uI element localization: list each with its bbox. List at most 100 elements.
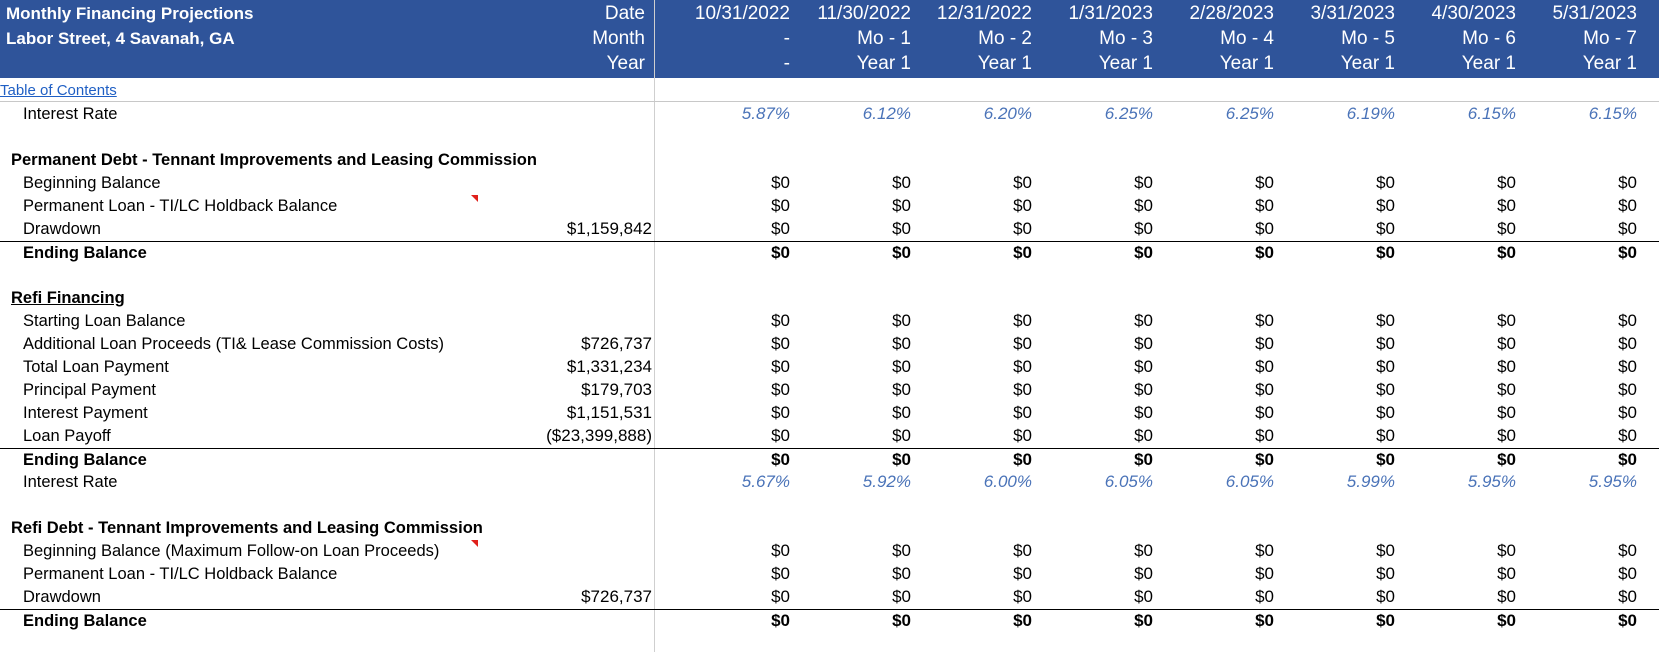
header-date-cell[interactable]: 11/30/2022 xyxy=(817,3,911,24)
table-cell[interactable]: $0 xyxy=(1134,380,1153,399)
table-cell[interactable]: $0 xyxy=(1376,611,1395,630)
table-cell[interactable]: $0 xyxy=(1013,357,1032,376)
row-label[interactable]: Drawdown xyxy=(23,220,101,238)
table-cell[interactable]: $0 xyxy=(1255,564,1274,583)
table-cell[interactable]: $0 xyxy=(1618,450,1637,469)
table-cell[interactable]: $0 xyxy=(1134,334,1153,353)
row-label[interactable]: Principal Payment xyxy=(23,381,156,399)
header-date-cell[interactable]: 3/31/2023 xyxy=(1310,3,1395,24)
table-cell[interactable]: $0 xyxy=(1013,219,1032,238)
table-cell[interactable]: 6.00% xyxy=(983,472,1032,491)
header-month-cell[interactable]: Mo - 4 xyxy=(1220,28,1274,49)
table-cell[interactable]: $0 xyxy=(1497,380,1516,399)
table-cell[interactable]: $0 xyxy=(771,219,790,238)
table-cell[interactable]: $0 xyxy=(1376,380,1395,399)
row-label[interactable]: Starting Loan Balance xyxy=(23,312,186,330)
table-cell[interactable]: $0 xyxy=(1255,334,1274,353)
header-date-cell[interactable]: 12/31/2022 xyxy=(936,3,1032,24)
table-cell[interactable]: $0 xyxy=(1497,243,1516,262)
header-date-cell[interactable]: 4/30/2023 xyxy=(1431,3,1516,24)
table-cell[interactable]: $0 xyxy=(1497,426,1516,445)
table-cell[interactable]: $0 xyxy=(1376,334,1395,353)
header-year-cell[interactable]: Year 1 xyxy=(1461,53,1516,74)
table-cell[interactable]: 5.92% xyxy=(862,472,911,491)
table-cell[interactable]: $0 xyxy=(1618,564,1637,583)
table-cell[interactable]: $0 xyxy=(1376,564,1395,583)
table-cell[interactable]: $0 xyxy=(771,426,790,445)
header-month-cell[interactable]: Mo - 7 xyxy=(1583,28,1637,49)
comment-indicator-icon[interactable] xyxy=(471,540,478,547)
table-cell[interactable]: $0 xyxy=(1013,196,1032,215)
table-cell[interactable]: $0 xyxy=(1497,334,1516,353)
table-cell[interactable]: $0 xyxy=(892,173,911,192)
header-year-cell[interactable]: Year 1 xyxy=(856,53,911,74)
table-cell[interactable]: $0 xyxy=(1013,403,1032,422)
table-cell[interactable]: $0 xyxy=(1134,587,1153,606)
row-total[interactable]: $1,151,531 xyxy=(566,403,652,422)
table-cell[interactable]: $0 xyxy=(1376,357,1395,376)
header-month-cell[interactable]: Mo - 6 xyxy=(1462,28,1516,49)
table-cell[interactable]: $0 xyxy=(771,564,790,583)
table-cell[interactable]: $0 xyxy=(1134,611,1153,630)
table-cell[interactable]: 5.95% xyxy=(1467,472,1516,491)
header-year-cell[interactable]: Year 1 xyxy=(1340,53,1395,74)
table-cell[interactable]: $0 xyxy=(1134,243,1153,262)
table-cell[interactable]: $0 xyxy=(892,243,911,262)
table-cell[interactable]: $0 xyxy=(1013,541,1032,560)
table-cell[interactable]: $0 xyxy=(892,219,911,238)
row-total[interactable]: ($23,399,888) xyxy=(546,426,652,445)
table-cell[interactable]: $0 xyxy=(1376,403,1395,422)
table-cell[interactable]: $0 xyxy=(771,311,790,330)
table-cell[interactable]: $0 xyxy=(771,587,790,606)
row-label[interactable]: Beginning Balance xyxy=(23,174,161,192)
table-cell[interactable]: $0 xyxy=(771,357,790,376)
table-cell[interactable]: $0 xyxy=(1618,219,1637,238)
table-cell[interactable]: $0 xyxy=(1618,587,1637,606)
table-cell[interactable]: $0 xyxy=(1497,173,1516,192)
table-cell[interactable]: $0 xyxy=(892,564,911,583)
header-date-cell[interactable]: 2/28/2023 xyxy=(1189,3,1274,24)
table-cell[interactable]: 6.15% xyxy=(1588,104,1637,123)
row-total[interactable]: $726,737 xyxy=(581,587,652,606)
table-cell[interactable]: $0 xyxy=(892,426,911,445)
table-cell[interactable]: $0 xyxy=(1013,380,1032,399)
table-cell[interactable]: $0 xyxy=(1376,243,1395,262)
table-cell[interactable]: $0 xyxy=(1255,541,1274,560)
table-cell[interactable]: $0 xyxy=(1497,587,1516,606)
row-total[interactable]: $726,737 xyxy=(581,334,652,353)
table-cell[interactable]: 6.25% xyxy=(1225,104,1274,123)
header-year-cell[interactable]: Year 1 xyxy=(977,53,1032,74)
table-cell[interactable]: $0 xyxy=(1376,426,1395,445)
table-cell[interactable]: $0 xyxy=(1134,173,1153,192)
row-label[interactable]: Drawdown xyxy=(23,588,101,606)
table-cell[interactable]: $0 xyxy=(1497,357,1516,376)
header-month-cell[interactable]: Mo - 5 xyxy=(1341,28,1395,49)
table-cell[interactable]: $0 xyxy=(1255,243,1274,262)
table-cell[interactable]: $0 xyxy=(771,380,790,399)
table-cell[interactable]: $0 xyxy=(1376,450,1395,469)
table-cell[interactable]: $0 xyxy=(771,611,790,630)
table-cell[interactable]: $0 xyxy=(771,541,790,560)
table-cell[interactable]: $0 xyxy=(1255,426,1274,445)
row-label[interactable]: Total Loan Payment xyxy=(23,358,169,376)
row-label[interactable]: Permanent Loan - TI/LC Holdback Balance xyxy=(23,197,338,215)
table-cell[interactable]: $0 xyxy=(1134,564,1153,583)
table-cell[interactable]: $0 xyxy=(771,334,790,353)
table-cell[interactable]: $0 xyxy=(1376,219,1395,238)
table-cell[interactable]: $0 xyxy=(771,450,790,469)
table-cell[interactable]: 6.25% xyxy=(1104,104,1153,123)
table-cell[interactable]: $0 xyxy=(1134,450,1153,469)
table-cell[interactable]: $0 xyxy=(1497,196,1516,215)
table-cell[interactable]: $0 xyxy=(892,357,911,376)
table-cell[interactable]: $0 xyxy=(1497,564,1516,583)
row-label[interactable]: Ending Balance xyxy=(23,612,147,630)
table-cell[interactable]: $0 xyxy=(1013,611,1032,630)
row-total[interactable]: $179,703 xyxy=(581,380,652,399)
table-cell[interactable]: $0 xyxy=(1618,243,1637,262)
table-cell[interactable]: $0 xyxy=(771,243,790,262)
header-year-cell[interactable]: Year 1 xyxy=(1582,53,1637,74)
table-cell[interactable]: $0 xyxy=(1255,403,1274,422)
table-cell[interactable]: $0 xyxy=(1497,403,1516,422)
table-cell[interactable]: $0 xyxy=(1618,611,1637,630)
